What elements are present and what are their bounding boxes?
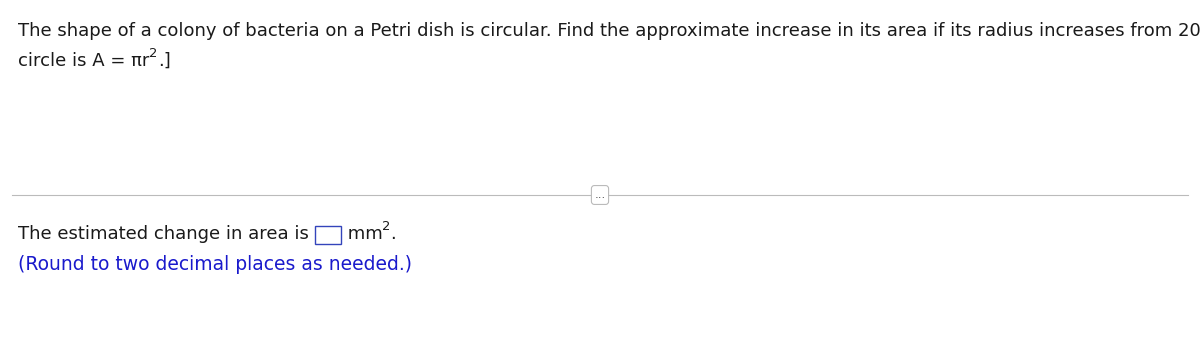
Text: mm: mm <box>342 225 383 243</box>
Text: 2: 2 <box>149 47 157 60</box>
Text: The estimated change in area is: The estimated change in area is <box>18 225 314 243</box>
Text: .]: .] <box>157 52 170 70</box>
Text: circle is A = πr: circle is A = πr <box>18 52 149 70</box>
Text: 2: 2 <box>383 220 391 233</box>
Bar <box>314 226 341 244</box>
Text: (Round to two decimal places as needed.): (Round to two decimal places as needed.) <box>18 255 412 274</box>
Text: ...: ... <box>594 188 606 202</box>
Text: .: . <box>391 225 396 243</box>
Text: The shape of a colony of bacteria on a Petri dish is circular. Find the approxim: The shape of a colony of bacteria on a P… <box>18 22 1200 40</box>
